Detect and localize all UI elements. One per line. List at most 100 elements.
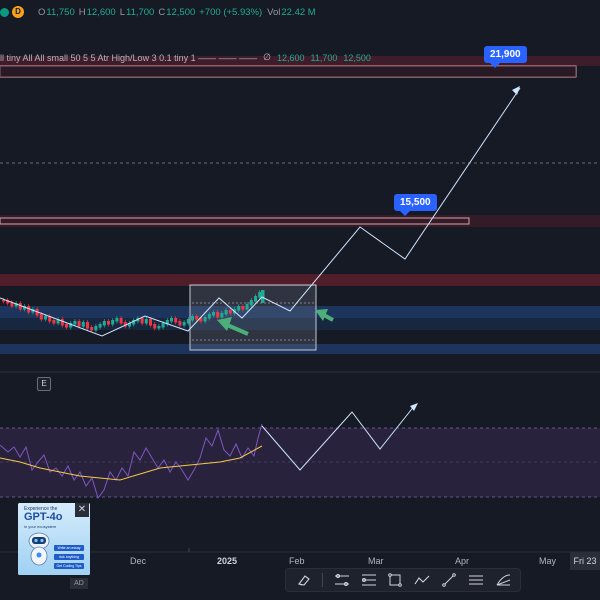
x-label-mar: Mar <box>368 556 384 566</box>
eraser-icon[interactable] <box>295 572 311 588</box>
candle-body <box>81 322 85 327</box>
candle-body <box>165 320 169 325</box>
candle-body <box>27 306 31 313</box>
close-label: C <box>158 6 166 18</box>
high-label: H <box>78 6 86 18</box>
candle-body <box>119 318 123 324</box>
support-zone-3 <box>0 344 600 354</box>
earnings-marker[interactable]: E <box>37 377 51 391</box>
open-label: O <box>38 6 46 18</box>
candle-body <box>90 327 94 331</box>
x-label-feb: Feb <box>289 556 305 566</box>
symbol-header: D O 11,750 H 12,600 L 11,700 C 12,500 +7… <box>0 0 600 24</box>
rsi-ma-line <box>0 445 263 481</box>
ad-subtitle: in your ecosystem <box>24 524 57 529</box>
ad-chip-1: Write an essay <box>54 545 84 551</box>
candle-body <box>48 316 52 322</box>
candle-body <box>258 292 262 298</box>
candle-body <box>203 317 207 322</box>
candle-body <box>73 321 77 325</box>
resistance-zone-lower <box>0 274 600 286</box>
candle-body <box>18 303 22 310</box>
candle-body <box>115 318 119 322</box>
candle-body <box>111 320 115 325</box>
candle-body <box>102 321 106 326</box>
change-value: +700 (+5.93%) <box>199 6 263 18</box>
candle-body <box>224 310 228 315</box>
candle-body <box>241 306 245 310</box>
candle-body <box>128 323 131 327</box>
rsi-projection-path[interactable] <box>261 404 416 471</box>
candle-body <box>161 323 165 328</box>
candle-body <box>123 322 127 327</box>
robot-icon <box>28 532 50 566</box>
low-label: L <box>119 6 125 18</box>
x-label-may: May <box>539 556 557 566</box>
indicator-value-2: 11,700 <box>310 52 338 63</box>
volume-value: 22.42 M <box>281 6 316 18</box>
candle-body <box>174 318 178 323</box>
candle-body <box>94 326 98 331</box>
drawing-toolbar <box>285 568 521 592</box>
candle-body <box>191 316 194 321</box>
candle-body <box>56 319 60 324</box>
ad-card[interactable]: Experience the GPT-4o in your ecosystem … <box>18 503 90 575</box>
dividend-badge[interactable]: D <box>12 6 24 18</box>
candle-body <box>6 300 10 304</box>
resistance-zone-top-fill <box>0 66 576 77</box>
candle-body <box>199 318 203 322</box>
indicator-null-icon: ∅ <box>263 52 271 62</box>
candle-body <box>60 319 64 326</box>
consolidation-box[interactable] <box>189 284 317 351</box>
ad-close-button[interactable]: ✕ <box>75 503 89 517</box>
candle-body <box>69 323 73 328</box>
target-tag-upper[interactable]: 21,900 <box>484 46 527 68</box>
time-axis[interactable]: Dec 2025 Feb Mar Apr May <box>0 552 600 570</box>
candle-body <box>186 319 190 324</box>
indicator-value-3: 12,500 <box>343 52 371 63</box>
candle-body <box>195 316 199 320</box>
fib-icon[interactable] <box>361 572 377 588</box>
horizontal-lines-icon[interactable] <box>468 572 484 588</box>
price-projection-path[interactable] <box>0 87 521 337</box>
candle-body <box>178 321 182 326</box>
ad-small-text: Experience the <box>24 506 58 512</box>
candle-body <box>249 300 253 306</box>
candle-body <box>14 303 18 307</box>
ad-chip-3: Get Coding Tips <box>54 563 84 569</box>
ad-title: GPT-4o <box>24 511 63 523</box>
candle-body <box>149 319 152 326</box>
target-box-middle[interactable] <box>0 217 470 225</box>
rsi-band <box>0 428 600 497</box>
close-value: 12,500 <box>166 6 196 18</box>
candle-body <box>23 306 26 310</box>
target-tag-middle[interactable]: 15,500 <box>394 194 437 216</box>
candle-body <box>98 324 102 328</box>
green-arrow-left <box>217 317 249 336</box>
path-icon[interactable] <box>414 572 430 588</box>
indicator-settings-text: ll tiny All All small 50 5 5 Atr High/Lo… <box>0 52 258 63</box>
candle-body <box>216 312 220 318</box>
rectangle-icon[interactable] <box>387 572 403 588</box>
fib-fan-icon[interactable] <box>495 572 511 588</box>
low-value: 11,700 <box>125 6 155 18</box>
candle-body <box>237 306 241 311</box>
candle-body <box>44 316 47 320</box>
candle-body <box>212 312 215 316</box>
rsi-line <box>0 423 263 500</box>
resistance-zone-top <box>0 56 600 66</box>
trend-lines-icon[interactable] <box>334 572 350 588</box>
line-icon[interactable] <box>441 572 457 588</box>
indicator-legend[interactable]: ll tiny All All small 50 5 5 Atr High/Lo… <box>0 52 377 63</box>
x-label-2025: 2025 <box>217 556 238 566</box>
green-arrow-right <box>315 309 334 322</box>
candle-body <box>207 314 211 319</box>
candle-body <box>153 324 157 329</box>
support-zone-1 <box>0 306 600 318</box>
x-label-apr: Apr <box>455 556 470 566</box>
resistance-zone-middle <box>0 215 600 227</box>
indicator-value-1: 12,600 <box>276 52 305 63</box>
candle-body <box>39 314 43 320</box>
candle-body <box>261 290 265 303</box>
